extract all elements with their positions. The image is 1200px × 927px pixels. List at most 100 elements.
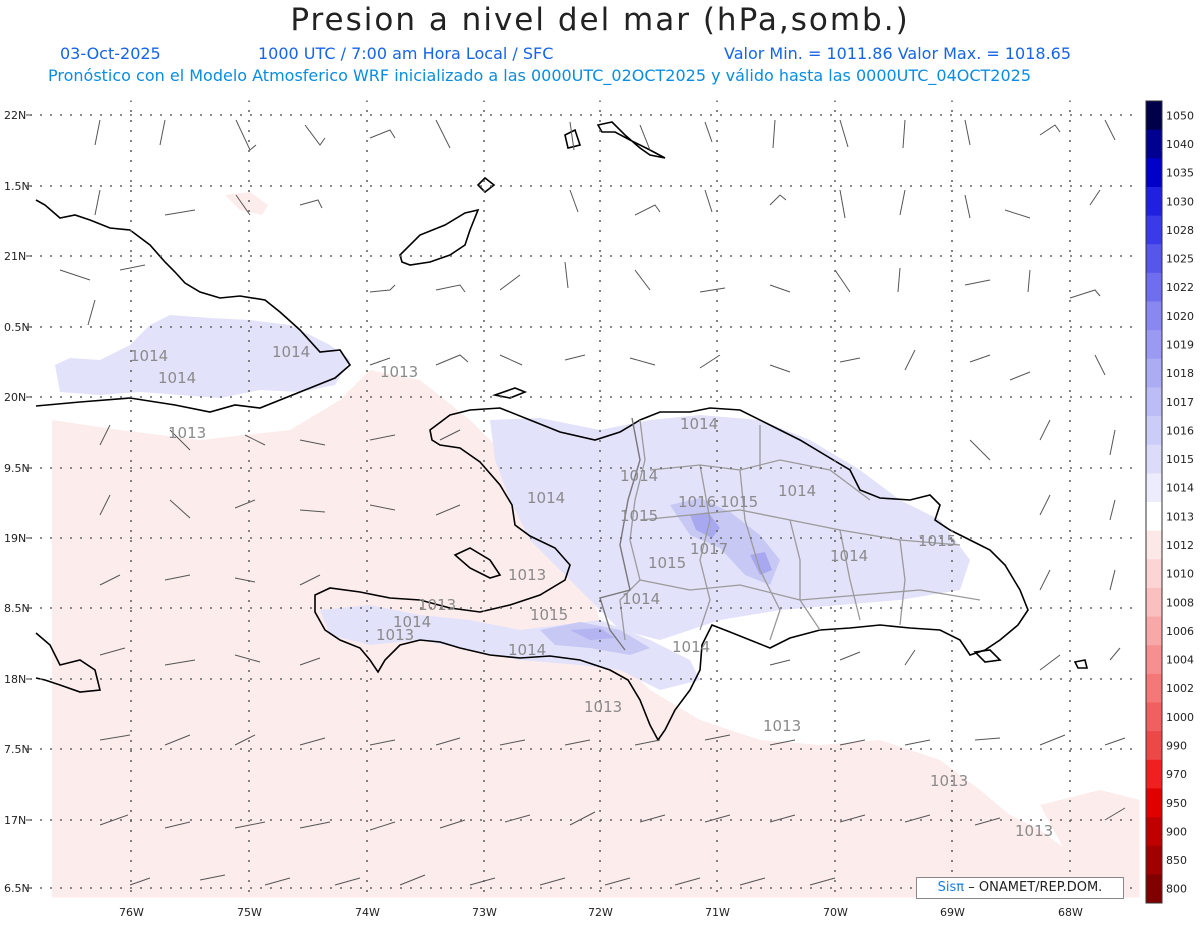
- colorbar-swatch: [1146, 874, 1162, 904]
- colorbar-swatch: [1146, 186, 1162, 217]
- lon-label: 68W: [1058, 906, 1083, 919]
- contour-label: 1014: [672, 638, 710, 656]
- latitude-axis: 22N 1.5N 21N 0.5N 20N 9.5N 19N 8.5N 18N …: [4, 109, 32, 895]
- colorbar-swatch: [1146, 702, 1162, 732]
- lat-label: 0.5N: [4, 321, 30, 334]
- contour-label: 1016: [678, 493, 716, 511]
- colorbar-swatch: [1146, 817, 1162, 847]
- lon-label: 69W: [940, 906, 965, 919]
- colorbar-label: 800: [1166, 883, 1187, 896]
- colorbar-swatch: [1146, 673, 1162, 703]
- colorbar-swatch: [1146, 387, 1162, 417]
- min-max-values: Valor Min. = 1011.86 Valor Max. = 1018.6…: [724, 44, 1072, 63]
- colorbar-swatch: [1146, 215, 1162, 245]
- credit-box: Sisπ – ONAMET/REP.DOM.: [916, 877, 1124, 899]
- colorbar-label: 1004: [1166, 654, 1194, 667]
- colorbar-label: 1015: [1166, 453, 1194, 466]
- lon-label: 70W: [823, 906, 848, 919]
- colorbar-swatch: [1146, 559, 1162, 589]
- contour-label: 1014: [272, 343, 310, 361]
- colorbar-swatch: [1146, 301, 1162, 331]
- lat-label: 20N: [4, 391, 26, 404]
- colorbar-label: 1050: [1166, 109, 1194, 122]
- contour-label: 1015: [648, 554, 686, 572]
- lat-label: 21N: [4, 250, 26, 263]
- contour-label: 1013: [418, 596, 456, 614]
- wind-barbs: [59, 119, 1126, 886]
- colorbar-swatch: [1146, 645, 1162, 675]
- contour-label: 1015: [918, 532, 956, 550]
- coastlines: [35, 121, 1089, 742]
- forecast-date: 03-Oct-2025: [60, 44, 161, 63]
- province-borders: [619, 419, 981, 641]
- colorbar-swatch: [1146, 101, 1162, 131]
- pressure-shade-1014: [55, 315, 350, 398]
- colorbar-label: 1040: [1166, 138, 1194, 151]
- colorbar-label: 1035: [1166, 167, 1194, 180]
- lat-label: 22N: [4, 109, 26, 122]
- contour-label: 1013: [380, 363, 418, 381]
- contour-label: 1015: [530, 606, 568, 624]
- colorbar-label: 1002: [1166, 682, 1194, 695]
- colorbar-swatch: [1146, 416, 1162, 446]
- contour-label: 1013: [376, 626, 414, 644]
- contour-label: 1014: [622, 590, 660, 608]
- colorbar-swatch: [1146, 272, 1162, 302]
- lon-label: 72W: [588, 906, 613, 919]
- contour-label: 1014: [620, 467, 658, 485]
- colorbar-label: 970: [1166, 768, 1187, 781]
- contour-labels: 1014 1014 1014 1013 1013 1014 1014 1015 …: [130, 343, 1053, 840]
- colorbar-swatch: [1146, 129, 1162, 159]
- colorbar-label: 990: [1166, 739, 1187, 752]
- contour-label: 1014: [158, 369, 196, 387]
- colorbar-label: 1016: [1166, 424, 1194, 437]
- contour-label: 1015: [620, 507, 658, 525]
- colorbar-label: 1030: [1166, 195, 1194, 208]
- lat-label: 1.5N: [4, 180, 30, 193]
- lon-label: 71W: [705, 906, 730, 919]
- colorbar-label: 1013: [1166, 510, 1194, 523]
- colorbar-label: 1018: [1166, 367, 1194, 380]
- colorbar-label: 850: [1166, 854, 1187, 867]
- colorbar-swatch: [1146, 845, 1162, 875]
- contour-label: 1013: [1015, 822, 1053, 840]
- colorbar-swatch: [1146, 788, 1162, 818]
- colorbar-swatch: [1146, 158, 1162, 188]
- lon-label: 74W: [355, 906, 380, 919]
- pressure-shade-1017: [690, 512, 720, 538]
- lat-label: 7.5N: [4, 743, 30, 756]
- colorbar-swatch: [1146, 731, 1162, 761]
- lat-label: 18N: [4, 673, 26, 686]
- contour-label: 1013: [584, 698, 622, 716]
- colorbar-label: 1006: [1166, 625, 1194, 638]
- colorbar-label: 1014: [1166, 482, 1194, 495]
- contour-label: 1014: [830, 547, 868, 565]
- lat-label: 8.5N: [4, 602, 30, 615]
- colorbar-label: 1028: [1166, 224, 1194, 237]
- credit-sis: Sisπ: [937, 880, 965, 895]
- colorbar-label: 1008: [1166, 596, 1194, 609]
- colorbar-label: 950: [1166, 797, 1187, 810]
- contour-label: 1014: [680, 415, 718, 433]
- colorbar-swatch: [1146, 473, 1162, 503]
- colorbar-swatch: [1146, 358, 1162, 388]
- map-plot-area: 1014 1014 1014 1013 1013 1014 1014 1015 …: [30, 100, 1140, 898]
- forecast-time: 1000 UTC / 7:00 am Hora Local / SFC: [258, 44, 554, 63]
- contour-label: 1013: [508, 566, 546, 584]
- colorbar-label: 1012: [1166, 539, 1194, 552]
- colorbar-label: 1025: [1166, 253, 1194, 266]
- colorbar-label: 1000: [1166, 711, 1194, 724]
- contour-label: 1017: [690, 540, 728, 558]
- map-title: Presion a nivel del mar (hPa,somb.): [290, 2, 910, 38]
- lon-label: 73W: [472, 906, 497, 919]
- model-description: Pronóstico con el Modelo Atmosferico WRF…: [48, 66, 1032, 85]
- colorbar-swatch: [1146, 616, 1162, 646]
- colorbar-label: 1019: [1166, 338, 1194, 351]
- contour-label: 1014: [130, 347, 168, 365]
- lon-label: 75W: [237, 906, 262, 919]
- colorbar-label: 1010: [1166, 568, 1194, 581]
- contour-label: 1014: [508, 641, 546, 659]
- colorbar-swatch: [1146, 587, 1162, 618]
- contour-label: 1013: [168, 424, 206, 442]
